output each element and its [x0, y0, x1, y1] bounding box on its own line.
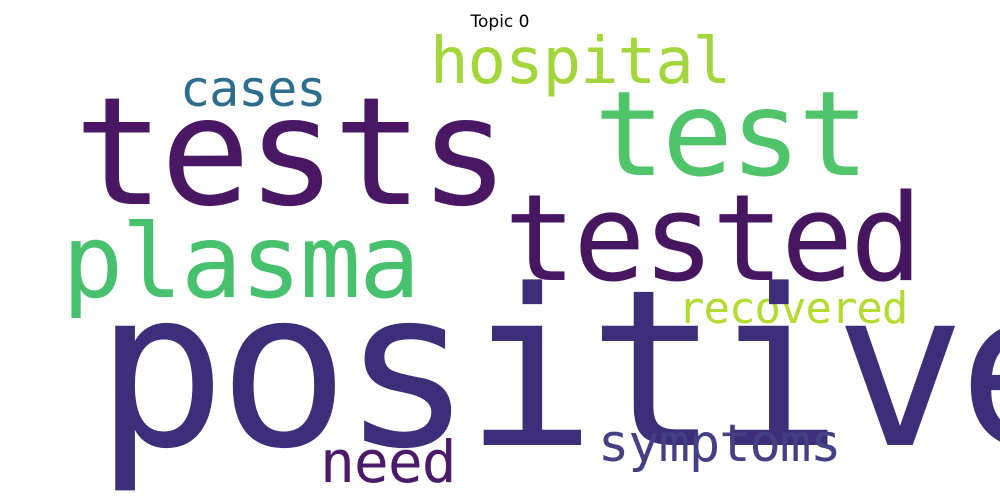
word-symptoms: symptoms: [598, 414, 841, 474]
word-cases: cases: [180, 60, 327, 118]
word-positive: positive: [95, 244, 1000, 497]
word-plasma: plasma: [62, 203, 420, 322]
word-tested: tested: [504, 170, 922, 309]
word-test: test: [594, 65, 869, 203]
figure-title: Topic 0: [470, 12, 530, 32]
word-tests: tests: [74, 66, 510, 240]
word-need: need: [320, 428, 457, 496]
word-recovered: recovered: [678, 283, 908, 334]
word-hospital: hospital: [430, 25, 731, 99]
